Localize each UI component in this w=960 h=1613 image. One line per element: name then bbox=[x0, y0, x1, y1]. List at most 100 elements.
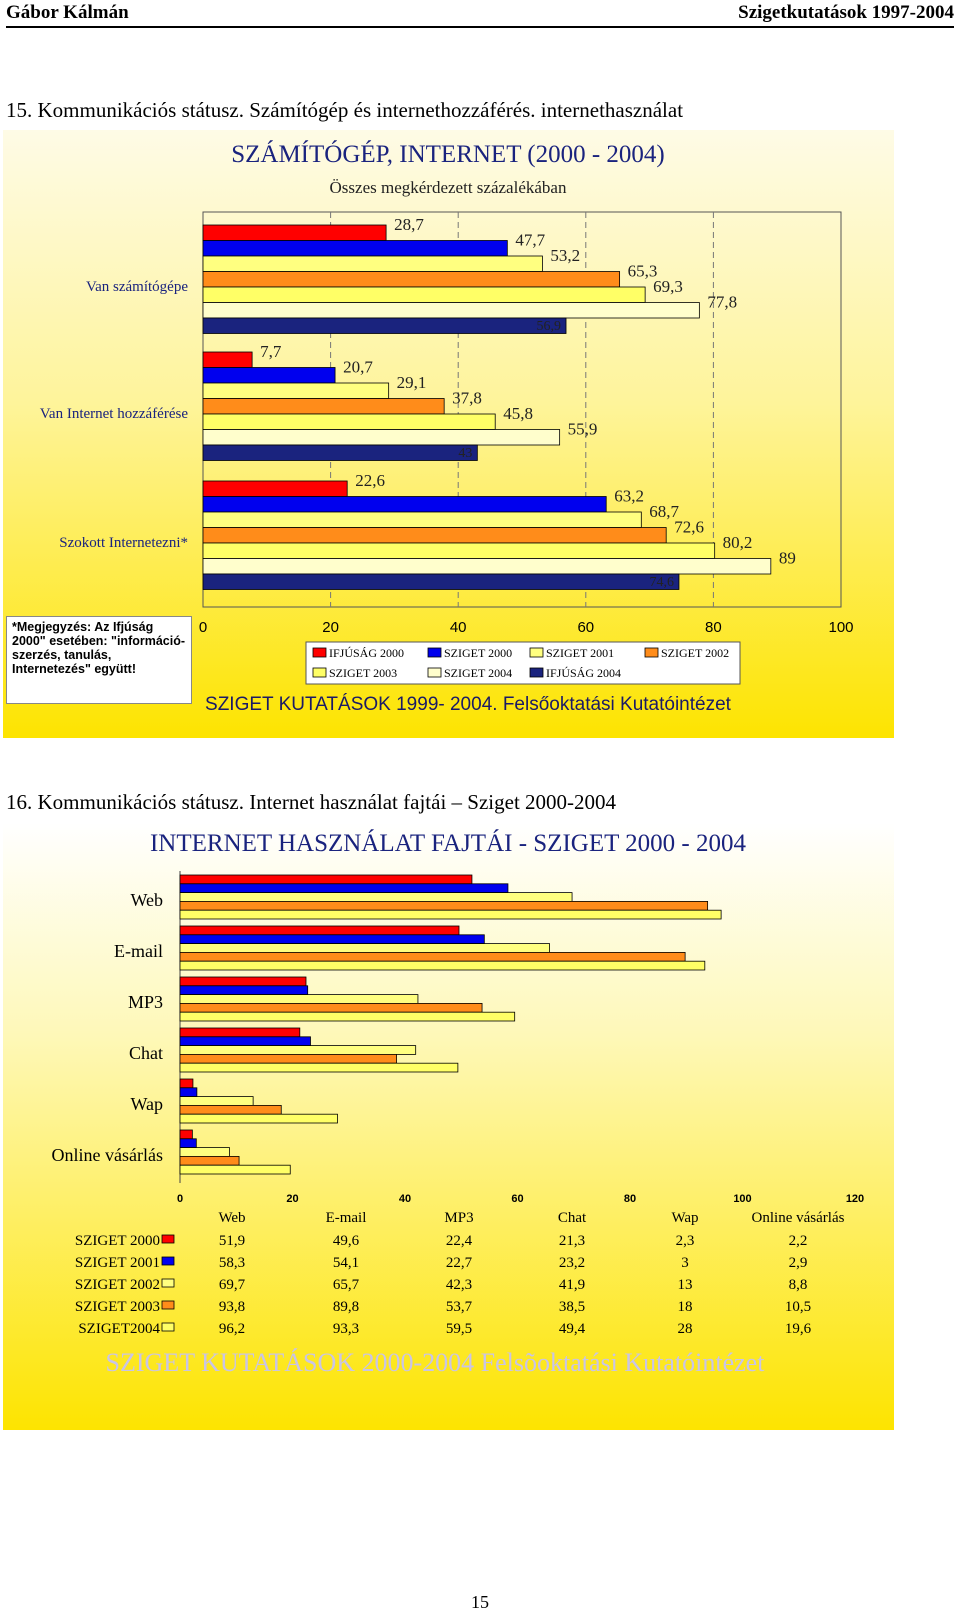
chart2-category-label: E-mail bbox=[114, 941, 163, 961]
chart2-table-header: Online vásárlás bbox=[752, 1210, 845, 1226]
chart2-tick-label: 60 bbox=[511, 1193, 523, 1205]
chart1-legend-label: IFJÚSÁG 2000 bbox=[329, 646, 404, 660]
chart2-category-label: Chat bbox=[129, 1043, 163, 1063]
chart2-bar bbox=[179, 1147, 230, 1157]
chart2-table-header: Chat bbox=[558, 1210, 587, 1226]
chart1-bar bbox=[202, 224, 387, 241]
chart2-table-row-label: SZIGET2004 bbox=[78, 1321, 160, 1337]
chart1-tick-label: 20 bbox=[322, 619, 339, 636]
chart2-bar bbox=[179, 951, 686, 962]
chart2-table-cell: 54,1 bbox=[333, 1255, 359, 1271]
chart2-legend-swatch bbox=[161, 1300, 175, 1310]
chart1-bar bbox=[202, 496, 607, 513]
chart2-bar bbox=[179, 1096, 254, 1106]
chart2-table-cell: 38,5 bbox=[559, 1299, 585, 1315]
chart2-table-cell: 51,9 bbox=[219, 1233, 245, 1249]
chart1-legend-label: SZIGET 2000 bbox=[444, 646, 512, 660]
chart1-legend-label: SZIGET 2004 bbox=[444, 666, 512, 680]
chart2-table-cell: 22,4 bbox=[446, 1233, 473, 1249]
chart1-data-label: 28,7 bbox=[394, 215, 424, 234]
chart1-data-label: 55,9 bbox=[568, 420, 598, 439]
chart1-data-label: 43 bbox=[458, 446, 472, 461]
chart2-table-cell: 89,8 bbox=[333, 1299, 359, 1315]
chart1-legend-box bbox=[305, 641, 741, 685]
chart1-data-label: 20,7 bbox=[343, 358, 373, 377]
chart2-table-cell: 10,5 bbox=[785, 1299, 811, 1315]
chart2-table-row-label: SZIGET 2003 bbox=[75, 1299, 160, 1315]
chart1-category-label: Van számítógépe bbox=[86, 279, 188, 295]
chart1-legend-label: IFJÚSÁG 2004 bbox=[546, 666, 621, 680]
chart-note: *Megjegyzés: Az Ifjúság 2000" esetében: … bbox=[6, 616, 192, 704]
chart2-bar bbox=[179, 1045, 417, 1055]
chart2-table-cell: 13 bbox=[678, 1277, 693, 1293]
chart1-legend-swatch bbox=[644, 647, 659, 658]
chart2-tick-label: 120 bbox=[846, 1193, 864, 1205]
chart2-bar bbox=[179, 943, 550, 953]
chart2-legend-swatch bbox=[161, 1234, 175, 1244]
chart1-bar bbox=[202, 511, 642, 528]
chart1-bar bbox=[202, 429, 561, 446]
chart1-legend-swatch bbox=[427, 667, 442, 678]
chart2-table-cell: 28 bbox=[678, 1321, 693, 1337]
chart1-bar bbox=[202, 558, 772, 575]
chart2-bar bbox=[179, 1155, 240, 1166]
chart1-data-label: 77,8 bbox=[707, 293, 737, 312]
chart1-title: SZÁMÍTÓGÉP, INTERNET (2000 - 2004) bbox=[231, 140, 665, 168]
chart1-data-label: 47,7 bbox=[515, 231, 545, 250]
chart2-table-cell: 18 bbox=[678, 1299, 693, 1315]
chart2-table-cell: 93,3 bbox=[333, 1321, 359, 1337]
header-title: Szigetkutatások 1997-2004 bbox=[738, 2, 954, 23]
chart1-bar bbox=[202, 317, 567, 334]
chart1-bar bbox=[202, 573, 680, 590]
chart1-tick-label: 60 bbox=[577, 619, 594, 636]
chart2-bar bbox=[179, 901, 709, 911]
chart2-bar bbox=[179, 960, 706, 971]
chart2-table-row-label: SZIGET 2000 bbox=[75, 1233, 160, 1249]
chart1-legend-swatch bbox=[427, 647, 442, 658]
chart2-table-cell: 41,9 bbox=[559, 1277, 585, 1293]
chart2-table-cell: 59,5 bbox=[446, 1321, 472, 1337]
chart1-legend-swatch bbox=[529, 667, 544, 678]
chart1-tick-label: 40 bbox=[450, 619, 467, 636]
chart1-data-label: 22,6 bbox=[355, 471, 385, 490]
chart1-data-label: 53,2 bbox=[550, 246, 580, 265]
chart2-table-header: Web bbox=[218, 1210, 245, 1226]
chart-computer-internet-svg: SZÁMÍTÓGÉP, INTERNET (2000 - 2004) Összes… bbox=[40, 140, 854, 715]
chart1-data-label: 68,7 bbox=[649, 502, 679, 521]
chart2-bar bbox=[179, 874, 473, 885]
chart1-bar bbox=[202, 302, 700, 319]
chart1-legend-swatch bbox=[529, 647, 544, 658]
chart1-data-label: 63,2 bbox=[614, 487, 644, 506]
chart2-bar bbox=[179, 892, 573, 902]
chart2-bar bbox=[179, 1129, 193, 1140]
chart1-bar bbox=[202, 527, 667, 544]
chart1-bar bbox=[202, 271, 621, 288]
chart-internet-usage: INTERNET HASZNÁLAT FAJTÁI - SZIGET 2000 … bbox=[3, 823, 894, 1430]
chart2-table-cell: 49,6 bbox=[333, 1233, 360, 1249]
chart2-bar bbox=[179, 1027, 301, 1038]
chart2-table-cell: 65,7 bbox=[333, 1277, 360, 1293]
chart1-data-label: 69,3 bbox=[653, 277, 683, 296]
chart2-bar bbox=[179, 1087, 198, 1097]
chart2-title: INTERNET HASZNÁLAT FAJTÁI - SZIGET 2000 … bbox=[150, 829, 747, 857]
chart1-data-label: 65,3 bbox=[628, 262, 658, 281]
chart1-tick-label: 80 bbox=[705, 619, 722, 636]
chart2-bar bbox=[179, 1053, 397, 1064]
chart2-table-cell: 2,3 bbox=[676, 1233, 695, 1249]
chart2-bar bbox=[179, 1138, 197, 1148]
chart1-bar bbox=[202, 382, 390, 399]
chart1-bar bbox=[202, 480, 348, 497]
chart2-table-cell: 21,3 bbox=[559, 1233, 585, 1249]
chart1-data-label: 29,1 bbox=[397, 373, 427, 392]
chart2-table-header: Wap bbox=[671, 1210, 698, 1226]
chart2-bar bbox=[179, 1002, 483, 1013]
chart2-bar bbox=[179, 1036, 311, 1047]
chart1-legend-label: SZIGET 2001 bbox=[546, 646, 614, 660]
chart2-category-label: Online vásárlás bbox=[52, 1145, 163, 1165]
chart2-table-cell: 58,3 bbox=[219, 1255, 245, 1271]
chart1-category-label: Szokott Internetezni* bbox=[59, 535, 188, 551]
chart1-bar bbox=[202, 367, 336, 384]
chart2-table-row-label: SZIGET 2002 bbox=[75, 1277, 160, 1293]
section-15-heading: 15. Kommunikációs státusz. Számítógép és… bbox=[6, 98, 684, 122]
chart2-table-cell: 2,9 bbox=[789, 1255, 808, 1271]
